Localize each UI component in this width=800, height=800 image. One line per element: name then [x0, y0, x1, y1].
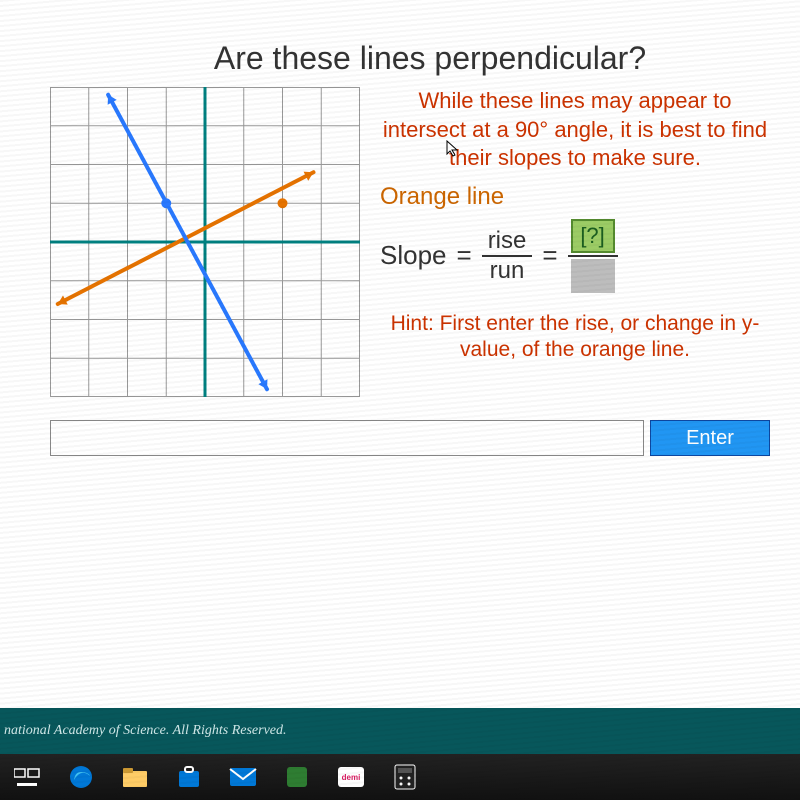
equals-sign-2: = — [542, 240, 557, 271]
store-icon[interactable] — [174, 762, 204, 792]
enter-button[interactable]: Enter — [650, 420, 770, 456]
lesson-panel: Are these lines perpendicular? While the… — [0, 0, 800, 476]
app-icon-green[interactable] — [282, 762, 312, 792]
main-row: While these lines may appear to intersec… — [50, 87, 770, 402]
file-explorer-icon[interactable] — [120, 762, 150, 792]
explanation-text: While these lines may appear to intersec… — [380, 87, 770, 173]
answer-input[interactable] — [50, 420, 644, 456]
hint-text: Hint: First enter the rise, or change in… — [380, 311, 770, 364]
answer-row: Enter — [50, 420, 770, 456]
footer-text: national Academy of Science. All Rights … — [4, 723, 287, 739]
explanation-column: While these lines may appear to intersec… — [380, 87, 770, 402]
answer-denominator[interactable] — [571, 259, 615, 293]
answer-numerator[interactable]: [?] — [571, 219, 615, 253]
fraction-bar — [568, 255, 618, 257]
svg-text:demi: demi — [342, 773, 361, 782]
copyright-footer: national Academy of Science. All Rights … — [0, 708, 800, 754]
answer-fraction: [?] — [568, 219, 618, 293]
run-label: run — [484, 257, 531, 285]
task-view-icon[interactable] — [12, 762, 42, 792]
mail-icon[interactable] — [228, 762, 258, 792]
calculator-icon[interactable] — [390, 762, 420, 792]
acellus-icon[interactable]: demi — [336, 762, 366, 792]
line-label: Orange line — [380, 183, 770, 211]
question-title: Are these lines perpendicular? — [90, 40, 770, 77]
edge-icon[interactable] — [66, 762, 96, 792]
equals-sign-1: = — [457, 240, 472, 271]
rise-run-fraction: rise run — [482, 227, 533, 285]
taskbar[interactable]: demi — [0, 754, 800, 800]
coordinate-graph — [50, 87, 360, 397]
graph-container — [50, 87, 360, 402]
rise-label: rise — [482, 227, 533, 257]
slope-word: Slope — [380, 240, 447, 271]
slope-equation: Slope = rise run = [?] — [380, 219, 770, 293]
